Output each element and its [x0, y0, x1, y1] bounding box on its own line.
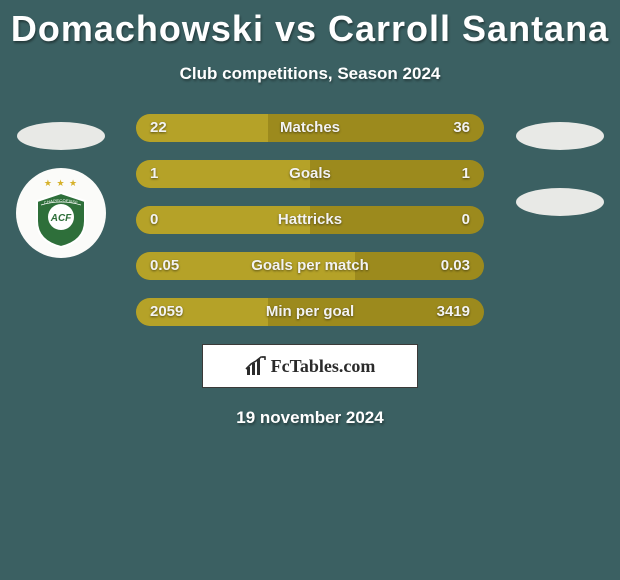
bar-label: Min per goal [136, 298, 484, 326]
stat-bar: 0.05Goals per match0.03 [136, 252, 484, 280]
branding-box[interactable]: FcTables.com [202, 344, 418, 388]
generated-date: 19 november 2024 [0, 408, 620, 428]
stat-bar: 2059Min per goal3419 [136, 298, 484, 326]
left-avatars: ★ ★ ★ ACF CHAPECOENSE [16, 122, 106, 258]
branding-chart-icon [245, 355, 267, 377]
club-avatar-right [516, 188, 604, 216]
bar-value-right: 1 [462, 160, 470, 188]
bar-label: Goals [136, 160, 484, 188]
bar-label: Matches [136, 114, 484, 142]
bar-value-right: 0 [462, 206, 470, 234]
comparison-bars: 22Matches36 1Goals1 0Hattricks0 0.05Goals p… [136, 114, 484, 326]
page-title: Domachowski vs Carroll Santana [0, 0, 620, 50]
bar-value-right: 36 [453, 114, 470, 142]
player-avatar-right [516, 122, 604, 150]
branding-text: FcTables.com [271, 356, 376, 377]
club-shield-icon: ACF CHAPECOENSE [35, 191, 87, 249]
svg-text:ACF: ACF [50, 213, 72, 224]
club-stars-icon: ★ ★ ★ [44, 178, 78, 189]
bar-value-right: 3419 [437, 298, 470, 326]
club-badge-left: ★ ★ ★ ACF CHAPECOENSE [16, 168, 106, 258]
bar-label: Hattricks [136, 206, 484, 234]
stat-bar: 22Matches36 [136, 114, 484, 142]
stat-bar: 1Goals1 [136, 160, 484, 188]
bar-label: Goals per match [136, 252, 484, 280]
player-avatar-left [17, 122, 105, 150]
page-subtitle: Club competitions, Season 2024 [0, 64, 620, 84]
right-avatars [516, 122, 604, 216]
stat-bar: 0Hattricks0 [136, 206, 484, 234]
bar-value-right: 0.03 [441, 252, 470, 280]
